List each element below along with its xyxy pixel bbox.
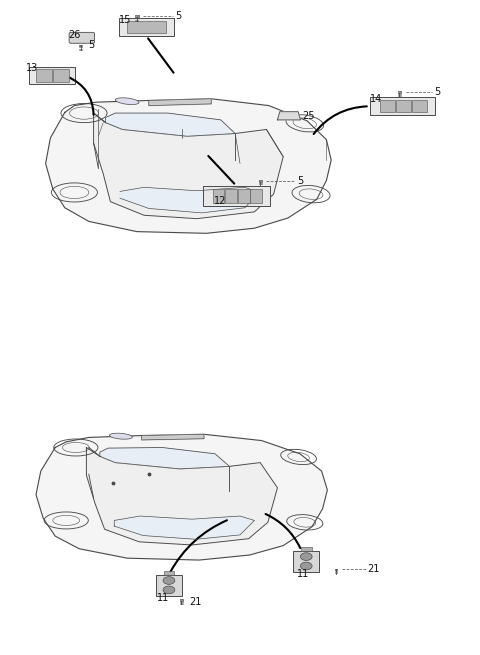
Bar [29, 67, 75, 84]
Ellipse shape [109, 433, 132, 439]
Text: 5: 5 [175, 11, 181, 21]
Text: 26: 26 [69, 30, 81, 41]
Circle shape [300, 553, 312, 561]
Text: 15: 15 [119, 15, 132, 25]
FancyBboxPatch shape [79, 45, 82, 46]
FancyBboxPatch shape [69, 32, 95, 43]
Text: 14: 14 [370, 94, 382, 103]
FancyBboxPatch shape [180, 599, 183, 601]
Bar [156, 574, 182, 596]
Polygon shape [277, 112, 300, 120]
Text: 25: 25 [302, 111, 315, 121]
Circle shape [300, 562, 312, 570]
Bar [293, 551, 320, 572]
Bar [203, 185, 270, 206]
Circle shape [163, 576, 175, 584]
Polygon shape [142, 434, 204, 440]
Ellipse shape [115, 98, 139, 105]
Text: 13: 13 [26, 63, 39, 73]
Bar [370, 98, 435, 115]
Polygon shape [149, 99, 211, 105]
Bar [238, 189, 250, 203]
Text: 11: 11 [157, 593, 170, 603]
Text: 5: 5 [434, 87, 440, 97]
Polygon shape [36, 434, 327, 560]
Bar [119, 18, 174, 36]
Text: 12: 12 [214, 196, 226, 206]
Text: 21: 21 [190, 597, 202, 607]
Bar [164, 571, 174, 574]
Polygon shape [94, 113, 283, 219]
Text: 21: 21 [368, 565, 380, 574]
Text: 5: 5 [88, 41, 94, 50]
Bar [396, 100, 411, 113]
Text: 5: 5 [297, 176, 303, 186]
Bar [225, 189, 237, 203]
Bar [380, 100, 395, 113]
FancyBboxPatch shape [398, 91, 401, 93]
Polygon shape [106, 113, 235, 136]
Bar [412, 100, 427, 113]
FancyBboxPatch shape [335, 569, 337, 570]
Bar [53, 69, 69, 82]
Text: 11: 11 [297, 569, 309, 579]
Polygon shape [114, 516, 254, 539]
Polygon shape [100, 447, 229, 469]
Polygon shape [46, 99, 331, 233]
Bar [36, 69, 52, 82]
Bar [127, 21, 166, 33]
Polygon shape [120, 187, 259, 213]
FancyBboxPatch shape [259, 180, 262, 182]
Circle shape [163, 586, 175, 593]
Bar [213, 189, 225, 203]
FancyBboxPatch shape [135, 15, 139, 17]
Polygon shape [86, 447, 277, 545]
Bar [301, 548, 312, 551]
Bar [251, 189, 262, 203]
